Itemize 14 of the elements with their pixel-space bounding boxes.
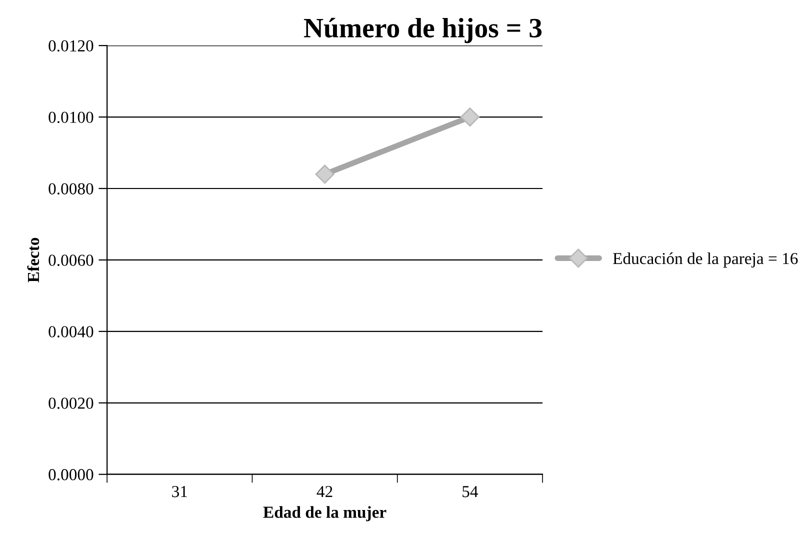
- y-tick-label: 0.0100: [48, 112, 94, 124]
- y-axis-title: Efecto: [27, 238, 40, 282]
- x-tick-label: 31: [172, 486, 187, 498]
- legend-label: Educación de la pareja = 16: [613, 252, 798, 268]
- x-tick-label: 54: [462, 486, 478, 498]
- x-tick-label: 42: [316, 486, 332, 498]
- y-tick-label: 0.0060: [48, 254, 94, 266]
- y-tick-label: 0.0000: [48, 469, 94, 480]
- y-tick-label: 0.0120: [48, 40, 94, 52]
- x-axis-title: Edad de la mujer: [263, 506, 386, 522]
- y-tick-label: 0.0080: [48, 183, 94, 195]
- y-tick-label: 0.0040: [48, 326, 94, 338]
- chart-title: Número de hijos = 3: [304, 18, 542, 44]
- y-tick-label: 0.0020: [48, 398, 94, 409]
